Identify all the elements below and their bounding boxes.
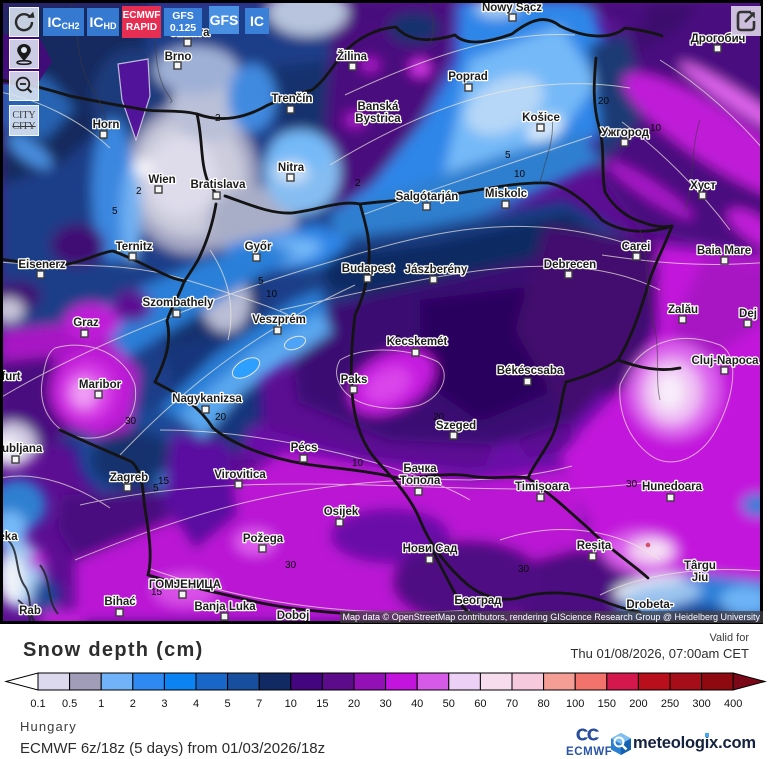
svg-text:Békéscsaba: Békéscsaba [497,365,564,377]
svg-text:Hunedoara: Hunedoara [642,481,703,493]
svg-text:Bystrica: Bystrica [355,113,401,125]
svg-text:20: 20 [215,412,227,423]
svg-text:20: 20 [433,412,445,423]
svg-text:Carei: Carei [622,241,651,253]
svg-text:30: 30 [518,564,530,575]
svg-text:Timișoara: Timișoara [515,481,570,493]
svg-text:Nagykanizsa: Nagykanizsa [172,393,242,405]
svg-text:5: 5 [153,483,159,494]
svg-text:Београд: Београд [454,595,502,607]
svg-text:Bihać: Bihać [104,596,136,608]
svg-text:Banja Luka: Banja Luka [194,601,256,613]
svg-text:Cluj-Napoca: Cluj-Napoca [691,355,759,367]
svg-text:30: 30 [125,416,137,427]
svg-text:30: 30 [626,479,638,490]
svg-text:Banská: Banská [358,101,400,113]
svg-text:Ужгород: Ужгород [601,127,650,139]
svg-text:5: 5 [112,206,118,217]
svg-text:Debrecen: Debrecen [544,259,596,271]
svg-text:2: 2 [136,186,142,197]
svg-text:15: 15 [158,476,170,487]
svg-text:Horn: Horn [93,119,120,131]
svg-text:Paks: Paks [341,374,368,386]
svg-text:Budapest: Budapest [342,263,395,275]
svg-text:2: 2 [355,178,361,189]
svg-text:Nitra: Nitra [278,162,305,174]
svg-text:Бачка: Бачка [403,463,437,475]
svg-text:Veszprém: Veszprém [252,314,306,326]
svg-text:Zagreb: Zagreb [110,472,148,484]
svg-text:Požega: Požega [243,533,284,545]
svg-text:furt: furt [1,371,20,383]
svg-text:ГОМЈЕНИЦА: ГОМЈЕНИЦА [149,579,221,591]
svg-text:eka: eka [0,531,18,543]
svg-text:Kecskemét: Kecskemét [387,336,448,348]
svg-text:Jászberény: Jászberény [405,264,468,276]
svg-text:Ljubljana: Ljubljana [0,443,43,455]
svg-text:Rab: Rab [19,605,41,617]
svg-text:Miskolc: Miskolc [485,188,528,200]
svg-text:Pécs: Pécs [291,442,318,454]
svg-text:Poprad: Poprad [448,71,488,83]
svg-text:Eisenerz: Eisenerz [18,259,66,271]
svg-text:5: 5 [505,150,511,161]
svg-text:Salgótarján: Salgótarján [396,191,459,203]
svg-text:Baia Mare: Baia Mare [697,245,751,257]
svg-text:Ternitz: Ternitz [116,241,153,253]
svg-text:5: 5 [258,276,264,287]
svg-text:30: 30 [285,560,297,571]
svg-text:Târgu: Târgu [684,560,716,572]
svg-text:Žilina: Žilina [337,50,368,63]
svg-text:15: 15 [151,587,163,598]
svg-text:Győr: Győr [245,241,272,253]
svg-text:Szombathely: Szombathely [143,297,215,309]
svg-text:Graz: Graz [73,317,99,329]
svg-text:Jiu: Jiu [692,572,709,584]
svg-text:10: 10 [514,169,526,180]
svg-text:Brno: Brno [165,51,192,63]
svg-text:Bratislava: Bratislava [191,179,247,191]
svg-text:Szeged: Szeged [436,420,476,432]
svg-text:10: 10 [352,458,364,469]
svg-text:10: 10 [650,123,662,134]
svg-text:Virovitica: Virovitica [214,469,266,481]
svg-text:Хуст: Хуст [690,180,716,192]
svg-text:15: 15 [390,334,402,345]
svg-text:Osijek: Osijek [324,506,359,518]
svg-text:Reșița: Reșița [577,540,612,552]
svg-text:2: 2 [215,113,221,124]
svg-text:Zalău: Zalău [668,304,698,316]
svg-text:Košice: Košice [522,112,560,124]
svg-text:10: 10 [266,289,278,300]
svg-text:Нови Сад: Нови Сад [403,543,459,555]
svg-text:Dej: Dej [739,308,757,320]
svg-text:Топола: Топола [400,475,441,487]
svg-text:20: 20 [598,96,610,107]
svg-text:Doboj: Doboj [277,610,310,622]
svg-text:Drobeta-: Drobeta- [626,599,673,611]
svg-text:Trenčín: Trenčín [272,93,313,105]
svg-text:Nowy Sącz: Nowy Sącz [482,2,542,14]
svg-text:Wien: Wien [148,174,175,186]
svg-text:Maribor: Maribor [79,379,122,391]
